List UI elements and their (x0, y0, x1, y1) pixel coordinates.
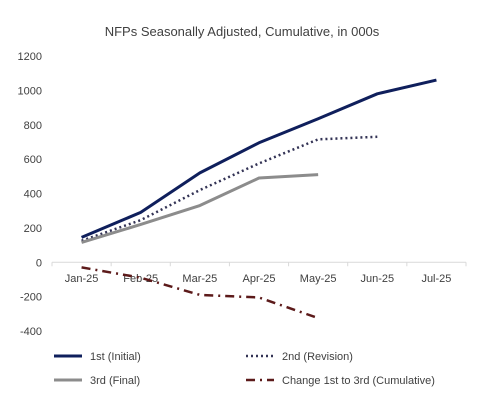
x-tick-label: Feb-25 (123, 273, 158, 285)
x-axis-labels: Jan-25 Feb-25 Mar-25 Apr-25 May-25 Jun-25 Jul-… (51, 262, 467, 285)
y-tick-label: 200 (24, 223, 42, 235)
y-tick-label: 800 (24, 120, 42, 132)
y-tick-label: 1000 (18, 85, 42, 97)
legend: 1st (Initial) 2nd (Revision) 3rd (Final) Ch… (54, 351, 435, 387)
series-lines (80, 78, 437, 320)
y-axis-labels: -400 -200 0 200 400 600 800 1000 1200 (18, 51, 42, 338)
y-tick-label: -200 (20, 292, 42, 304)
y-tick-label: -400 (20, 326, 42, 338)
series-line-1 (80, 78, 437, 239)
y-tick-label: 400 (24, 189, 42, 201)
chart-title: NFPs Seasonally Adjusted, Cumulative, in… (105, 24, 380, 39)
y-tick-label: 0 (36, 257, 42, 269)
y-tick-label: 600 (24, 154, 42, 166)
series-line-3 (81, 173, 319, 244)
legend-label-3: 3rd (Final) (90, 375, 140, 387)
x-tick-label: Apr-25 (242, 273, 275, 285)
x-tick-label: Jun-25 (360, 273, 394, 285)
series-line-2 (81, 135, 378, 242)
y-tick-label: 1200 (18, 51, 42, 63)
x-tick-label: Mar-25 (182, 273, 217, 285)
legend-label-1: 1st (Initial) (90, 351, 141, 363)
x-tick-label: Jul-25 (421, 273, 451, 285)
x-tick-label: May-25 (300, 273, 337, 285)
legend-label-2: 2nd (Revision) (282, 351, 353, 363)
x-tick-label: Jan-25 (65, 273, 99, 285)
legend-label-4: Change 1st to 3rd (Cumulative) (282, 375, 435, 387)
